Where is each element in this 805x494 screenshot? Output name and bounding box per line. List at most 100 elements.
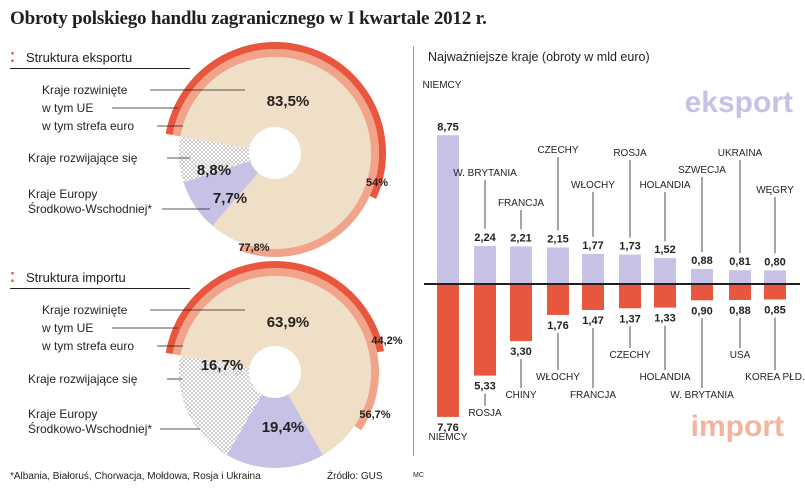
legend-cee-line2: Środkowo-Wschodniej* bbox=[28, 422, 153, 436]
import-bar bbox=[654, 285, 676, 308]
export-slice-developed bbox=[180, 57, 371, 250]
import-value-label: 1,47 bbox=[582, 315, 603, 327]
legend-eu: w tym UE bbox=[42, 101, 94, 115]
export-value-label: 2,15 bbox=[547, 233, 568, 245]
export-bar bbox=[547, 247, 569, 284]
pie-charts: 83,5% 8,8% 7,7% 77,8% 54% 63,9% 16,7% 19… bbox=[112, 42, 403, 468]
legend-developed: Kraje rozwinięte bbox=[42, 83, 128, 97]
legend-euro: w tym strefa euro bbox=[42, 339, 135, 353]
export-country-label: SZWECJA bbox=[678, 165, 726, 176]
export-value-label: 8,75 bbox=[437, 121, 458, 133]
section-divider bbox=[413, 46, 414, 456]
import-value-label: 3,30 bbox=[510, 346, 531, 358]
export-country-label: FRANCJA bbox=[498, 198, 544, 209]
export-developing-label: 8,8% bbox=[197, 162, 231, 179]
legend-developed: Kraje rozwinięte bbox=[42, 303, 128, 317]
export-value-label: 0,81 bbox=[729, 256, 750, 268]
import-section-title: Struktura importu bbox=[26, 270, 126, 285]
import-bar bbox=[729, 285, 751, 300]
import-country-label: W. BRYTANIA bbox=[670, 390, 734, 401]
page-title: Obroty polskiego handlu zagranicznego w … bbox=[10, 8, 487, 29]
import-value-label: 1,33 bbox=[654, 313, 675, 325]
import-country-label: USA bbox=[730, 350, 751, 361]
import-country-label: CZECHY bbox=[609, 350, 650, 361]
export-slice-cee bbox=[179, 136, 251, 183]
bullet-icon: ⁚ bbox=[10, 50, 15, 65]
export-bar bbox=[619, 254, 641, 284]
export-value-label: 0,88 bbox=[691, 255, 712, 267]
import-developing-label: 16,7% bbox=[201, 357, 244, 374]
source: Źródło: GUS bbox=[327, 471, 383, 482]
export-value-label: 1,73 bbox=[619, 241, 640, 253]
import-slice-cee bbox=[179, 355, 262, 456]
export-bar bbox=[474, 245, 496, 284]
export-section-title: Struktura eksportu bbox=[26, 50, 133, 65]
export-bar bbox=[654, 258, 676, 284]
legend-developing: Kraje rozwijające się bbox=[28, 151, 138, 165]
import-country-label: WŁOCHY bbox=[536, 372, 580, 383]
import-country-label: CHINY bbox=[505, 390, 536, 401]
export-cee-label: 7,7% bbox=[213, 190, 247, 207]
export-country-label: NIEMCY bbox=[423, 80, 462, 91]
export-bar bbox=[510, 246, 532, 284]
import-country-label: NIEMCY bbox=[429, 432, 468, 443]
export-country-label: ROSJA bbox=[613, 148, 647, 159]
export-country-label: WĘGRY bbox=[756, 185, 794, 196]
import-word: import bbox=[691, 410, 784, 443]
import-bar bbox=[474, 285, 496, 376]
export-country-label: WŁOCHY bbox=[571, 180, 615, 191]
import-bar bbox=[510, 285, 532, 342]
legend-cee-line1: Kraje Europy bbox=[28, 187, 98, 201]
import-slice-developed bbox=[180, 276, 371, 456]
export-bar bbox=[582, 253, 604, 284]
import-country-label: ROSJA bbox=[468, 408, 502, 419]
legend-eu: w tym UE bbox=[42, 321, 94, 335]
export-bar bbox=[691, 269, 713, 284]
import-bar bbox=[691, 285, 713, 301]
legend-developing: Kraje rozwijające się bbox=[28, 372, 138, 386]
import-bar bbox=[619, 285, 641, 309]
export-euro-label: 54% bbox=[366, 177, 388, 189]
import-bar bbox=[547, 285, 569, 315]
export-section-rule bbox=[10, 68, 190, 69]
import-value-label: 0,90 bbox=[691, 305, 712, 317]
import-bar bbox=[582, 285, 604, 310]
import-value-label: 5,33 bbox=[474, 381, 495, 393]
legend-cee-line2: Środkowo-Wschodniej* bbox=[28, 202, 153, 216]
export-bar bbox=[729, 270, 751, 284]
import-developed-label: 63,9% bbox=[267, 314, 310, 331]
import-country-label: FRANCJA bbox=[570, 390, 616, 401]
legend-euro: w tym strefa euro bbox=[42, 119, 135, 133]
legend-cee-line1: Kraje Europy bbox=[28, 407, 98, 421]
bar-chart: eksport import 8,75 2,24 2,21 2,15 1,77 1,73 1… bbox=[423, 80, 805, 443]
export-eu-label: 77,8% bbox=[238, 242, 269, 254]
import-eu-label: 56,7% bbox=[359, 409, 390, 421]
import-value-label: 1,76 bbox=[547, 320, 568, 332]
export-country-label: CZECHY bbox=[537, 145, 578, 156]
import-bar bbox=[764, 285, 786, 300]
export-slice-developing bbox=[183, 160, 259, 226]
import-cee-label: 19,4% bbox=[262, 419, 305, 436]
export-value-label: 2,24 bbox=[474, 232, 496, 244]
bar-chart-title: Najważniejsze kraje (obroty w mld euro) bbox=[428, 50, 650, 64]
credit: MC bbox=[413, 472, 424, 479]
import-euro-label: 44,2% bbox=[371, 335, 402, 347]
export-bar bbox=[764, 270, 786, 284]
import-value-label: 0,88 bbox=[729, 305, 750, 317]
import-bar bbox=[437, 285, 459, 417]
import-country-label: KOREA PŁD. bbox=[745, 372, 804, 383]
export-value-label: 2,21 bbox=[510, 232, 531, 244]
export-value-label: 1,77 bbox=[582, 240, 603, 252]
import-country-label: HOLANDIA bbox=[639, 372, 690, 383]
export-bar bbox=[437, 135, 459, 284]
import-value-label: 7,76 bbox=[437, 422, 458, 434]
export-value-label: 1,52 bbox=[654, 244, 675, 256]
import-value-label: 1,37 bbox=[619, 313, 640, 325]
export-value-label: 0,80 bbox=[764, 256, 785, 268]
export-word: eksport bbox=[685, 86, 793, 119]
export-country-label: HOLANDIA bbox=[639, 180, 690, 191]
import-value-label: 0,85 bbox=[764, 304, 785, 316]
bullet-icon: ⁚ bbox=[10, 270, 15, 285]
export-country-label: W. BRYTANIA bbox=[453, 168, 517, 179]
export-country-label: UKRAINA bbox=[718, 148, 763, 159]
